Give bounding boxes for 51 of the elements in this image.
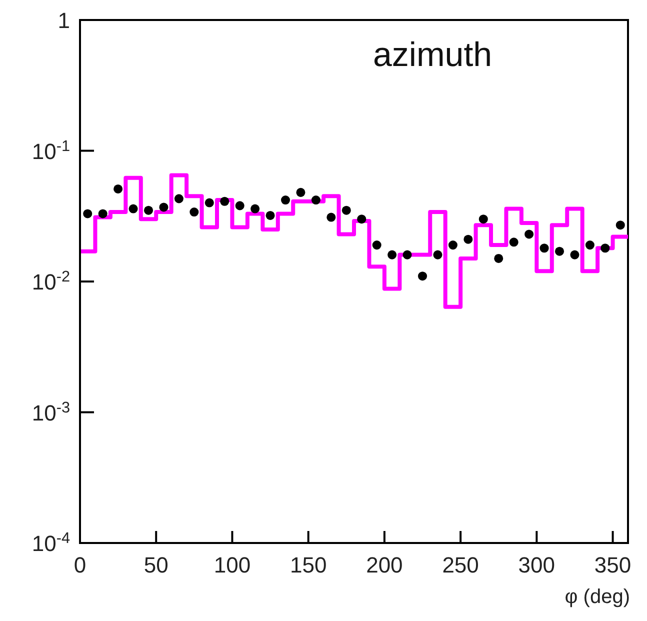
point — [372, 240, 382, 250]
point — [159, 202, 168, 212]
point — [266, 210, 275, 220]
point — [570, 250, 580, 260]
point — [144, 206, 154, 215]
y-tick-label: 10$^{-2}$ — [32, 268, 70, 294]
point — [204, 198, 214, 208]
point — [128, 204, 138, 214]
point — [326, 212, 336, 222]
point — [280, 196, 290, 205]
point — [220, 196, 230, 206]
point — [402, 250, 412, 260]
point — [600, 244, 610, 253]
point — [311, 196, 320, 205]
x-tick-label: 250 — [442, 552, 479, 578]
y-tick-label: 10$^{-1}$ — [32, 137, 70, 164]
x-tick-label: 150 — [290, 552, 327, 578]
x-tick-label: 100 — [214, 552, 251, 578]
point — [114, 184, 123, 194]
point — [83, 209, 92, 218]
x-tick-label: 300 — [518, 552, 556, 578]
x-tick-label: 350 — [594, 552, 632, 578]
point — [357, 214, 366, 224]
y-tick-label: 1 — [58, 8, 70, 33]
x-tick-label: 0 — [74, 552, 86, 578]
point — [388, 250, 397, 260]
x-axis-title: φ (deg) — [564, 586, 630, 609]
point — [616, 220, 625, 230]
point — [554, 246, 564, 256]
point — [433, 250, 442, 260]
point — [342, 206, 351, 215]
point — [250, 204, 260, 214]
point — [478, 214, 488, 224]
point — [509, 238, 518, 247]
x-tick-label: 200 — [366, 552, 403, 578]
point — [464, 234, 473, 244]
annotation: azimuth — [373, 36, 492, 75]
y-tick-label: 10$^{-4}$ — [32, 530, 70, 556]
point — [235, 201, 244, 210]
point — [448, 240, 458, 250]
point — [174, 194, 184, 204]
point — [98, 209, 108, 218]
point — [540, 244, 549, 253]
x-tick-label: 50 — [144, 552, 168, 578]
point — [494, 254, 504, 263]
point — [418, 272, 428, 281]
point — [296, 188, 306, 197]
point — [190, 208, 199, 217]
point — [585, 240, 594, 250]
y-tick-label: 10$^{-3}$ — [32, 398, 70, 426]
point — [524, 230, 534, 239]
